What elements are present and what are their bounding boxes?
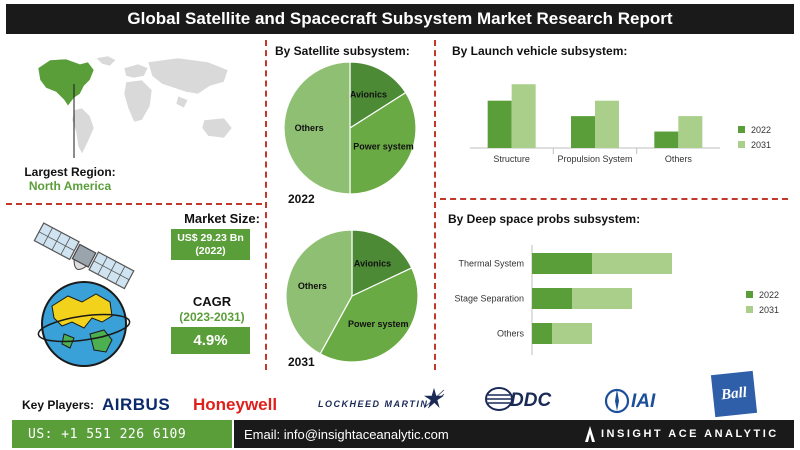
pie-chart-2022: Avionics Power system Others [283, 61, 417, 195]
cagr-value: 4.9% [171, 327, 250, 354]
deep-category-label-others: Others [497, 329, 525, 339]
legend-label-2031: 2031 [751, 139, 772, 150]
legend-swatch-2031 [738, 141, 745, 148]
iai-emblem-icon [604, 388, 630, 414]
legend-swatch-2031-deep [746, 306, 753, 313]
deep-space-legend: 2022 2031 [746, 287, 779, 317]
legend-swatch-2022 [738, 126, 745, 133]
deep-category-label-thermal-system: Thermal System [458, 259, 524, 269]
launch-bar-others-2022 [654, 131, 679, 148]
ball-logo-box: Ball [710, 370, 758, 418]
cagr-label: CAGR [192, 294, 232, 309]
ddc-logo: DDC [510, 390, 552, 411]
pie-label-2022-avionics: Avionics [350, 89, 387, 99]
pie-year-2031: 2031 [288, 355, 315, 369]
deep-space-bar-chart: Thermal System Stage Separation Others [454, 245, 672, 355]
deep-space-title: By Deep space probs subsystem: [448, 212, 641, 226]
market-size-box: US$ 29.23 Bn (2022) [171, 229, 250, 260]
legend-swatch-2022-deep [746, 291, 753, 298]
pie-slice-2022-power-system [349, 91, 417, 195]
legend-label-2022: 2022 [751, 124, 772, 135]
pie-slice-2022-avionics [349, 61, 407, 130]
largest-region-label: Largest Region: [24, 165, 116, 179]
satellite-subsystem-title: By Satellite subsystem: [275, 44, 410, 58]
report-title: Global Satellite and Spacecraft Subsyste… [6, 4, 794, 34]
pie-label-2022-others: Others [295, 123, 324, 133]
launch-category-label-others: Others [665, 154, 693, 164]
pie-label-2022-power-system: Power system [353, 141, 414, 151]
deep-bar-stage-separation-2022 [532, 288, 572, 309]
footer-brand-text: INSIGHT ACE ANALYTIC [601, 428, 779, 440]
launch-bar-propulsion-system-2022 [571, 116, 595, 148]
launch-bar-structure-2022 [487, 100, 512, 148]
launch-vehicle-title: By Launch vehicle subsystem: [452, 44, 628, 58]
ball-logo: Ball [720, 384, 748, 403]
lockheed-star-icon [423, 388, 445, 409]
launch-bar-propulsion-system-2031 [595, 100, 619, 148]
ddc-emblem-icon [485, 387, 513, 411]
world-map-icon [37, 55, 233, 158]
launch-vehicle-legend: 2022 2031 [738, 122, 771, 152]
market-size-year: (2022) [195, 244, 226, 257]
divider-left [265, 40, 267, 370]
deep-category-label-stage-separation: Stage Separation [454, 294, 524, 304]
cagr-period: (2023-2031) [179, 310, 245, 324]
airbus-logo: AIRBUS [102, 395, 171, 414]
pie-slice-2031-power-system [319, 267, 419, 363]
legend-label-2022-deep: 2022 [759, 289, 780, 300]
pie-chart-2031: Avionics Power system Others [285, 229, 419, 363]
launch-bar-others-2031 [678, 116, 703, 148]
launch-category-label-structure: Structure [493, 154, 530, 164]
iai-logo: IAI [631, 391, 656, 412]
deep-bar-thermal-system-2022 [532, 253, 592, 274]
market-size-value: US$ 29.23 Bn [177, 231, 244, 244]
pie-label-2031-avionics: Avionics [354, 259, 391, 269]
honeywell-logo: Honeywell [193, 395, 278, 414]
launch-vehicle-bar-chart: Structure Propulsion System Others [470, 84, 720, 164]
footer-phone: US: +1 551 226 6109 [12, 420, 232, 448]
divider-right-horizontal [440, 198, 788, 200]
divider-left-horizontal [6, 203, 262, 205]
divider-right [434, 40, 436, 370]
pie-slice-2022-others [283, 61, 351, 195]
footer-email: Email: info@insightaceanalytic.com [234, 420, 577, 448]
market-size-label: Market Size: [184, 211, 260, 226]
deep-bar-others-2022 [532, 323, 552, 344]
pie-label-2031-others: Others [298, 281, 327, 291]
launch-bar-structure-2031 [511, 84, 536, 148]
key-players-label: Key Players: [22, 398, 95, 412]
pie-year-2022: 2022 [288, 192, 315, 206]
deep-bar-thermal-system-2031 [592, 253, 672, 274]
pie-slice-2031-avionics [351, 229, 413, 297]
lockheed-martin-logo: LOCKHEED MARTIN [318, 399, 429, 409]
deep-bar-stage-separation-2031 [572, 288, 632, 309]
largest-region-value: North America [28, 179, 112, 193]
deep-bar-others-2031 [552, 323, 592, 344]
legend-label-2031-deep: 2031 [759, 304, 780, 315]
pie-label-2031-power-system: Power system [348, 319, 409, 329]
insight-ace-logo-icon [585, 426, 595, 442]
launch-category-label-propulsion-system: Propulsion System [557, 154, 632, 164]
footer-brand: INSIGHT ACE ANALYTIC [577, 420, 794, 448]
pie-slice-2031-others [285, 229, 353, 355]
satellite-globe-icon [33, 222, 135, 367]
